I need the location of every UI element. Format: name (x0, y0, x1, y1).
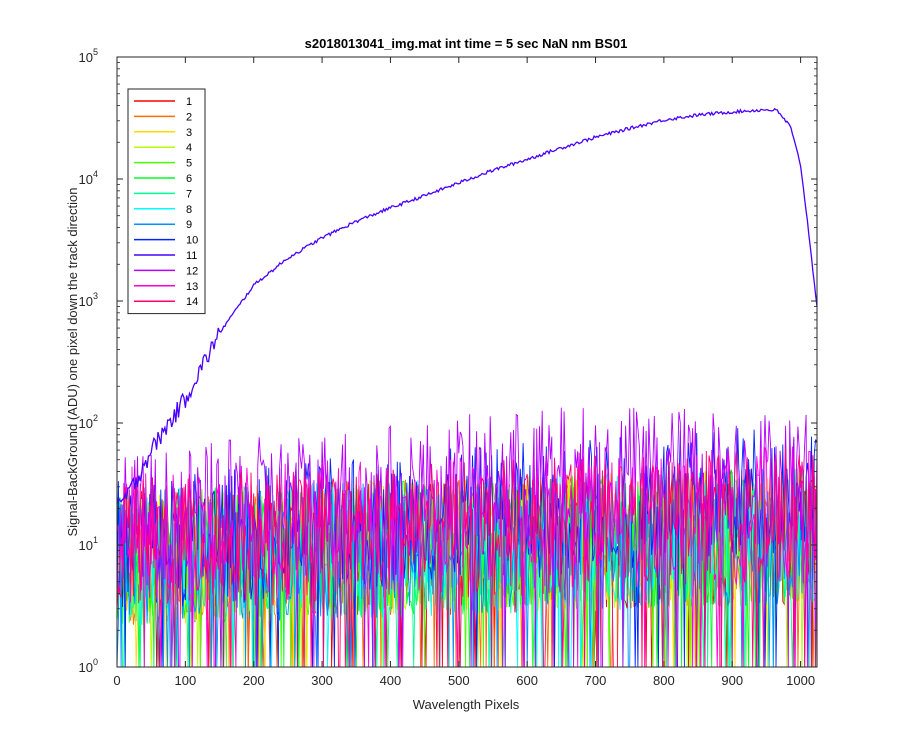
y-tick-label: 100 (79, 657, 98, 675)
y-tick-base: 10 (79, 538, 93, 553)
y-tick-base: 10 (79, 416, 93, 431)
y-tick-exponent: 5 (93, 47, 98, 57)
series-line-13 (116, 446, 818, 668)
legend-entry-10: 10 (186, 235, 198, 247)
axes-box (116, 56, 818, 668)
x-tick-label: 900 (721, 673, 743, 688)
legend-entry-12: 12 (186, 265, 198, 277)
x-tick-label: 1000 (786, 673, 815, 688)
y-axis-label: Signal-BackGround (ADU) one pixel down t… (65, 187, 80, 536)
chart-title: s2018013041_img.mat int time = 5 sec NaN… (305, 36, 628, 51)
legend-entry-7: 7 (186, 188, 192, 200)
x-tick-label: 800 (653, 673, 675, 688)
y-tick-exponent: 0 (93, 657, 98, 667)
x-tick-label: 0 (113, 673, 120, 688)
legend-entry-14: 14 (186, 296, 198, 308)
legend-entry-1: 1 (186, 96, 192, 108)
x-tick-label: 700 (585, 673, 607, 688)
legend-entry-8: 8 (186, 204, 192, 216)
y-tick-label: 102 (79, 413, 98, 431)
series-line-14 (116, 447, 818, 668)
y-tick-base: 10 (79, 294, 93, 309)
x-tick-label: 200 (243, 673, 265, 688)
y-tick-base: 10 (79, 660, 93, 675)
ticks-layer: 0 100 200 300 400 500 600 700 800 900 100010010110… (79, 47, 817, 688)
y-tick-exponent: 3 (93, 291, 98, 301)
x-tick-label: 500 (448, 673, 470, 688)
y-tick-base: 10 (79, 172, 93, 187)
legend-entry-9: 9 (186, 219, 192, 231)
x-tick-label: 400 (380, 673, 402, 688)
series-layer (116, 107, 818, 668)
series-line-11 (116, 107, 818, 504)
x-tick-label: 300 (311, 673, 333, 688)
legend-box (127, 88, 206, 315)
x-axis-label: Wavelength Pixels (413, 697, 520, 712)
y-tick-label: 101 (79, 535, 98, 553)
y-tick-exponent: 4 (93, 169, 98, 179)
y-tick-label: 103 (79, 291, 98, 309)
legend-entry-11: 11 (186, 250, 197, 262)
y-tick-label: 105 (79, 47, 98, 65)
x-tick-label: 100 (175, 673, 197, 688)
legend-entry-13: 13 (186, 281, 198, 293)
legend-entry-5: 5 (186, 158, 192, 170)
y-tick-exponent: 2 (93, 413, 98, 423)
legend-entry-4: 4 (186, 142, 192, 154)
legend-entry-3: 3 (186, 127, 192, 139)
x-tick-label: 600 (516, 673, 538, 688)
y-tick-base: 10 (79, 50, 93, 65)
y-tick-exponent: 1 (93, 535, 98, 545)
y-tick-label: 104 (79, 169, 98, 187)
legend-entry-6: 6 (186, 173, 192, 185)
legend-entry-2: 2 (186, 111, 192, 123)
